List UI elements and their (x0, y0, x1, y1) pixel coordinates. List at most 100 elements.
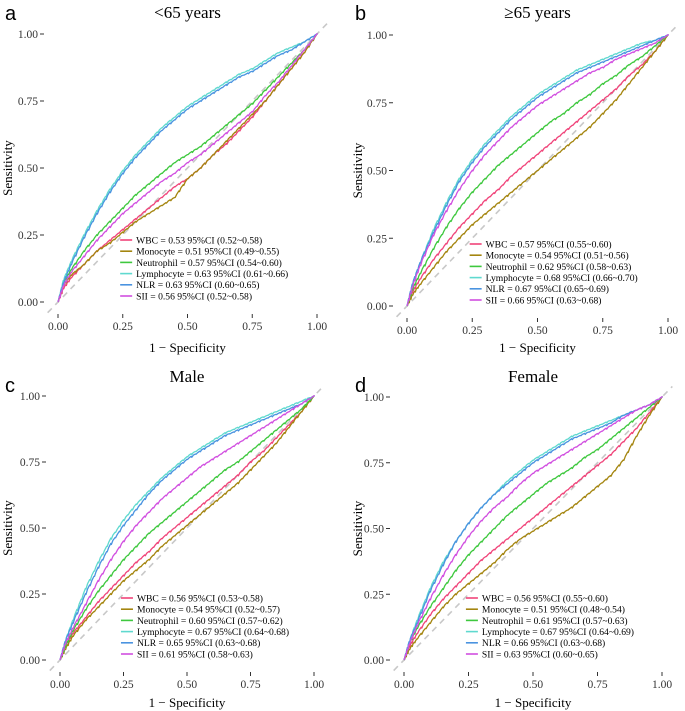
y-tick-label: 1.00 (367, 30, 387, 42)
legend-entry-sii: SII = 0.56 95%CI (0.52~0.58) (136, 291, 252, 302)
legend-entry-nlr: NLR = 0.63 95%CI (0.60~0.65) (136, 280, 259, 291)
roc-curve-neutrophil (406, 34, 669, 307)
legend-entry-sii: SII = 0.61 95%CI (0.58~0.63) (137, 649, 253, 660)
x-tick-label: 0.50 (177, 679, 197, 691)
roc-curve-wbc (59, 395, 315, 661)
y-tick-label: 0.00 (364, 655, 384, 667)
roc-curve-neutrophil (57, 33, 318, 303)
roc-curve-nlr (59, 395, 315, 661)
legend-entry-lymphocyte: Lymphocyte = 0.63 95%CI (0.61~0.66) (136, 269, 288, 280)
x-tick-label: 1.00 (652, 679, 672, 691)
y-tick-label: 0.25 (18, 230, 38, 242)
legend-entry-monocyte: Monocyte = 0.51 95%CI (0.49~0.55) (136, 247, 279, 258)
legend-entry-wbc: WBC = 0.56 95%CI (0.53~0.58) (137, 593, 263, 604)
roc-curve-neutrophil (403, 396, 663, 661)
x-tick-label: 0.00 (397, 325, 417, 337)
legend-entry-neutrophil: Neutrophil = 0.60 95%CI (0.57~0.62) (137, 616, 283, 627)
roc-curve-sii (403, 396, 663, 661)
x-tick-label: 0.25 (113, 321, 133, 333)
roc-curve-sii (57, 33, 318, 303)
legend: WBC = 0.56 95%CI (0.53~0.58)Monocyte = 0… (120, 593, 289, 660)
y-tick-label: 0.25 (20, 589, 40, 601)
y-tick-label: 1.00 (18, 29, 38, 41)
y-tick-label: 0.50 (367, 166, 387, 178)
x-tick-label: 1.00 (304, 679, 324, 691)
y-tick-label: 0.50 (364, 524, 384, 536)
x-tick-label: 0.75 (240, 679, 260, 691)
reference-diagonal (393, 385, 673, 672)
legend-entry-neutrophil: Neutrophil = 0.57 95%CI (0.54~0.60) (136, 258, 282, 269)
legend-entry-wbc: WBC = 0.56 95%CI (0.55~0.60) (482, 593, 608, 604)
panel-letter: c (5, 375, 15, 397)
panel-letter: a (5, 3, 17, 25)
x-tick-label: 0.00 (50, 679, 70, 691)
legend-entry-lymphocyte: Lymphocyte = 0.67 95%CI (0.64~0.69) (482, 627, 634, 638)
x-tick-label: 0.25 (458, 679, 478, 691)
legend-entry-monocyte: Monocyte = 0.51 95%CI (0.48~0.54) (482, 605, 625, 616)
y-tick-label: 0.00 (18, 297, 38, 309)
legend-entry-neutrophil: Neutrophil = 0.62 95%CI (0.58~0.63) (486, 262, 632, 273)
y-axis-label: Sensitivity (350, 500, 365, 556)
roc-curve-wbc (403, 396, 663, 661)
legend-entry-nlr: NLR = 0.67 95%CI (0.65~0.69) (486, 284, 609, 295)
legend-entry-sii: SII = 0.66 95%CI (0.63~0.68) (486, 295, 602, 306)
panel-letter: b (355, 3, 366, 25)
x-axis-label: 1 − Specificity (149, 695, 226, 710)
x-tick-label: 0.50 (523, 679, 543, 691)
roc-curve-nlr (406, 34, 669, 307)
x-axis-label: 1 − Specificity (499, 340, 576, 355)
x-tick-label: 0.50 (527, 325, 547, 337)
x-tick-label: 1.00 (658, 325, 678, 337)
roc-curve-monocyte (406, 34, 669, 307)
y-tick-label: 0.75 (364, 458, 384, 470)
panel-c: c Male 0.00 0.25 0.50 0.75 1.00 0.00 0.25 0.50 0.7… (0, 367, 325, 710)
y-tick-label: 1.00 (364, 392, 384, 404)
panel-title: Male (170, 367, 205, 386)
y-tick-label: 1.00 (20, 391, 40, 403)
x-tick-label: 1.00 (307, 321, 327, 333)
x-tick-label: 0.75 (587, 679, 607, 691)
panel-a: a <65 years 0.00 0.25 0.50 0.75 1.00 0.00 0.25 0.… (0, 3, 328, 355)
roc-curve-sii (406, 34, 669, 307)
legend-entry-wbc: WBC = 0.53 95%CI (0.52~0.58) (136, 235, 262, 246)
y-axis-label: Sensitivity (0, 500, 15, 556)
panel-d: d Female 0.00 0.25 0.50 0.75 1.00 0.00 0.25 0.50 0… (350, 367, 673, 710)
y-axis-label: Sensitivity (350, 142, 365, 198)
x-tick-label: 0.75 (593, 325, 613, 337)
x-tick-label: 0.00 (394, 679, 414, 691)
x-axis-label: 1 − Specificity (149, 340, 226, 355)
y-tick-label: 0.25 (364, 589, 384, 601)
y-tick-label: 0.00 (20, 655, 40, 667)
roc-curve-nlr (403, 396, 663, 661)
panel-b: b ≥65 years 0.00 0.25 0.50 0.75 1.00 0.00 0.25 0.… (350, 3, 680, 355)
x-tick-label: 0.75 (242, 321, 262, 333)
roc-curve-nlr (57, 33, 318, 303)
roc-curve-lymphocyte (403, 396, 663, 661)
x-tick-label: 0.00 (48, 321, 68, 333)
x-tick-label: 0.50 (177, 321, 197, 333)
legend-entry-monocyte: Monocyte = 0.54 95%CI (0.52~0.57) (137, 605, 280, 616)
x-tick-label: 0.25 (113, 679, 133, 691)
legend: WBC = 0.56 95%CI (0.55~0.60)Monocyte = 0… (465, 593, 634, 660)
y-tick-label: 0.75 (18, 96, 38, 108)
legend-entry-monocyte: Monocyte = 0.54 95%CI (0.51~0.56) (486, 251, 629, 262)
panel-letter: d (355, 375, 366, 397)
legend-entry-lymphocyte: Lymphocyte = 0.68 95%CI (0.66~0.70) (486, 273, 638, 284)
legend-entry-nlr: NLR = 0.66 95%CI (0.63~0.68) (482, 638, 605, 649)
y-tick-label: 0.75 (367, 98, 387, 110)
y-tick-label: 0.25 (367, 233, 387, 245)
legend: WBC = 0.53 95%CI (0.52~0.58)Monocyte = 0… (120, 235, 288, 302)
roc-curve-sii (59, 395, 315, 661)
y-tick-label: 0.50 (18, 163, 38, 175)
reference-diagonal (47, 22, 328, 314)
roc-curve-lymphocyte (57, 33, 318, 303)
roc-curve-monocyte (59, 395, 315, 661)
legend-entry-neutrophil: Neutrophil = 0.61 95%CI (0.57~0.63) (482, 616, 628, 627)
x-axis-label: 1 − Specificity (495, 695, 572, 710)
panel-title: <65 years (154, 3, 221, 22)
panel-title: ≥65 years (504, 3, 570, 22)
panel-title: Female (508, 367, 558, 386)
roc-curve-lymphocyte (59, 395, 315, 661)
roc-curve-wbc (406, 34, 669, 307)
roc-curve-neutrophil (59, 395, 315, 661)
